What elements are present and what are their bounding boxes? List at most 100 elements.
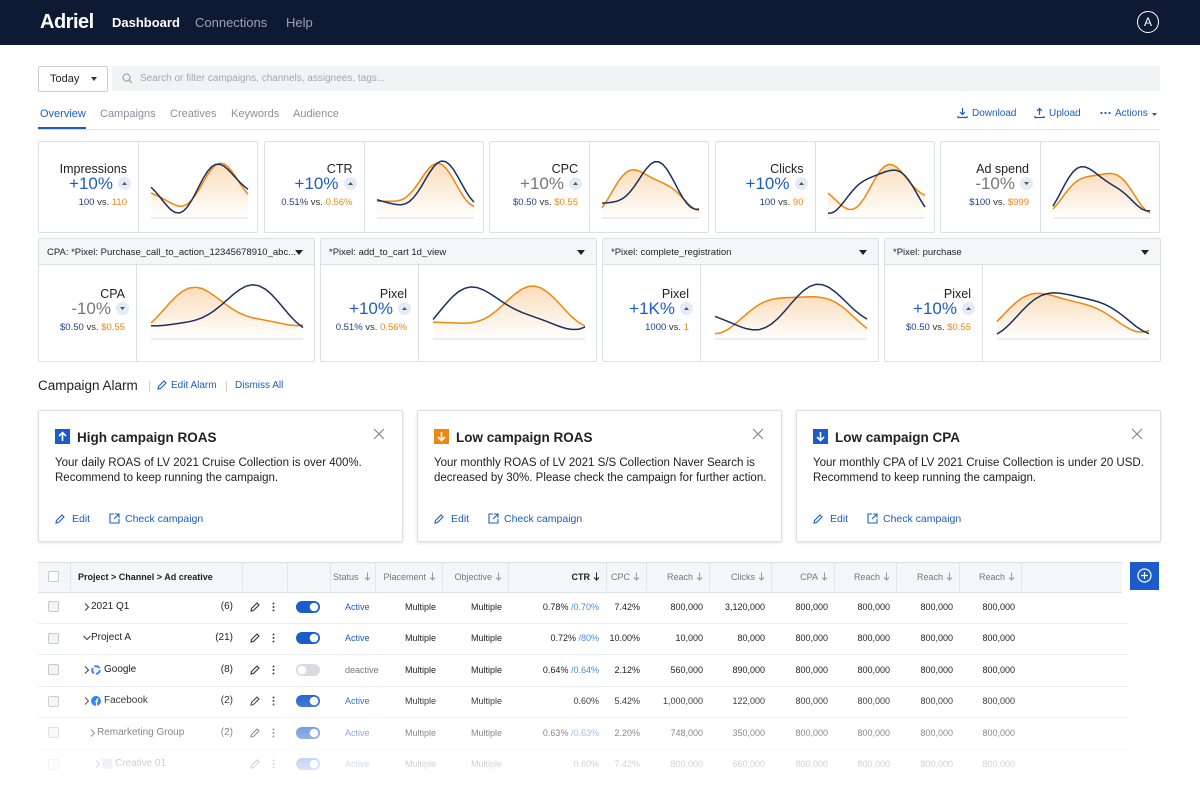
row-cell: 3,120,000 (724, 601, 765, 612)
more-icon[interactable] (272, 602, 275, 612)
expand-icon[interactable] (83, 665, 91, 674)
toggle[interactable] (296, 632, 320, 645)
nav-link[interactable]: Help (286, 15, 313, 30)
kpi-card[interactable]: Clicks +10% 100 vs. 90 (714, 141, 935, 233)
column-header[interactable]: Status (333, 572, 359, 582)
checkbox[interactable] (48, 601, 59, 613)
kpi-value: $0.55 (554, 197, 578, 208)
search-box[interactable]: Search or filter campaigns, channels, as… (112, 66, 1160, 91)
selector[interactable]: CPA: *Pixel: Purchase_call_to_action_123… (39, 239, 314, 265)
sparkline (826, 163, 926, 219)
kpi-card[interactable]: Impressions +10% 100 vs. 110 (38, 141, 258, 233)
logo[interactable]: Adriel (40, 11, 94, 33)
tab[interactable]: Overview (40, 108, 86, 120)
column-divider (709, 562, 710, 591)
expand-icon[interactable] (83, 634, 91, 642)
nav-link[interactable]: Dashboard (112, 15, 180, 30)
caret-icon (1152, 113, 1157, 116)
column-header[interactable]: Reach (666, 572, 693, 582)
avatar[interactable]: A (1137, 11, 1159, 33)
pencil (55, 514, 65, 524)
sparkline-current (996, 292, 1150, 335)
column-divider (242, 562, 243, 591)
checkbox[interactable] (48, 632, 59, 644)
sparkline (432, 285, 586, 340)
more-icon[interactable] (272, 633, 275, 643)
checkbox[interactable] (48, 571, 59, 582)
close-icon[interactable] (373, 428, 385, 440)
kpi-value: 0.51% (335, 322, 363, 333)
row-name[interactable]: Google (104, 663, 137, 675)
column-header[interactable]: Reach (978, 572, 1005, 582)
tab[interactable]: Creatives (170, 108, 217, 120)
column-header[interactable]: CTR (571, 572, 591, 582)
edit-alarm[interactable]: Edit Alarm (171, 380, 217, 391)
add-column[interactable] (1130, 562, 1159, 590)
selector[interactable]: *Pixel: add_to_cart 1d_view (321, 239, 596, 265)
column-header[interactable]: Clicks (731, 572, 755, 582)
column-header[interactable]: CPA (800, 572, 818, 582)
alarm-edit[interactable]: Edit (830, 513, 849, 525)
kpi-card[interactable]: Ad spend -10% $100 vs. $999 (940, 141, 1160, 233)
row-cell: 800,000 (857, 664, 890, 675)
alarm-edit[interactable]: Edit (72, 513, 91, 525)
sparkline-previous (432, 285, 586, 327)
close-icon[interactable] (752, 428, 764, 440)
conversion-card[interactable]: *Pixel: purchase Pixel +10% $0.50 vs. $0.55 (884, 238, 1161, 362)
kpi-card[interactable]: CTR +10% 0.51% vs. 0.56% (263, 141, 484, 233)
trend-badge (116, 302, 129, 315)
column-header[interactable]: Reach (916, 572, 943, 582)
alarm-check[interactable]: Check campaign (504, 513, 583, 525)
conversion-card[interactable]: CPA: *Pixel: Purchase_call_to_action_123… (38, 238, 315, 362)
date-filter[interactable]: Today (38, 66, 108, 92)
action-button[interactable]: Upload (1049, 108, 1081, 119)
kpi-card[interactable]: CPC +10% $0.50 vs. $0.55 (489, 141, 709, 233)
alarm-check[interactable]: Check campaign (883, 513, 962, 525)
alarm-body: Your daily ROAS of LV 2021 Cruise Collec… (55, 457, 362, 484)
tab-divider (38, 129, 1160, 130)
row-status: Active (345, 601, 370, 612)
row-name[interactable]: 2021 Q1 (91, 600, 130, 612)
checkbox[interactable] (48, 664, 59, 676)
dismiss-all[interactable]: Dismiss All (235, 380, 284, 391)
selector[interactable]: *Pixel: purchase (885, 239, 1160, 265)
tab[interactable]: Keywords (231, 108, 280, 120)
conversion-card[interactable]: *Pixel: add_to_cart 1d_view Pixel +10% 0.51… (320, 238, 597, 362)
kpi-label: Pixel (379, 287, 407, 301)
column-header[interactable]: Objective (454, 572, 492, 582)
action-button[interactable]: Download (972, 108, 1017, 119)
tab[interactable]: Audience (293, 108, 339, 120)
kpi-value: 0.56% (380, 322, 407, 333)
edit-icon (250, 601, 260, 612)
external-icon (109, 513, 120, 524)
kpi-divider (418, 265, 419, 361)
sort-arrow (429, 572, 436, 581)
column-divider (606, 562, 607, 591)
selector[interactable]: *Pixel: complete_registration (603, 239, 878, 265)
expand-icon[interactable] (83, 602, 91, 611)
tab[interactable]: Campaigns (100, 108, 156, 120)
more-icon[interactable] (272, 665, 275, 675)
nav-link[interactable]: Connections (195, 15, 268, 30)
ctr-compare: /80% (578, 633, 599, 644)
alarm-check[interactable]: Check campaign (125, 513, 204, 525)
column-divider (834, 562, 835, 591)
kpi-value: 1000 (645, 322, 667, 333)
toggle[interactable] (296, 600, 320, 613)
column-header[interactable]: CPC (610, 572, 630, 582)
alarm-edit[interactable]: Edit (451, 513, 470, 525)
sparkline (714, 283, 868, 340)
external (109, 513, 120, 524)
toggle[interactable] (296, 663, 320, 676)
conversion-card[interactable]: *Pixel: complete_registration Pixel +1K% 10… (602, 238, 879, 362)
dot (272, 668, 275, 671)
sparkline-previous (996, 292, 1150, 333)
close-icon[interactable] (1131, 428, 1143, 440)
row-cell: 800,000 (795, 633, 828, 644)
action-button[interactable]: Actions (1115, 108, 1148, 119)
row-name[interactable]: Project A (91, 632, 132, 644)
column-header[interactable]: Placement (383, 572, 426, 582)
column-header[interactable]: Reach (853, 572, 880, 582)
edit-icon (813, 514, 823, 524)
